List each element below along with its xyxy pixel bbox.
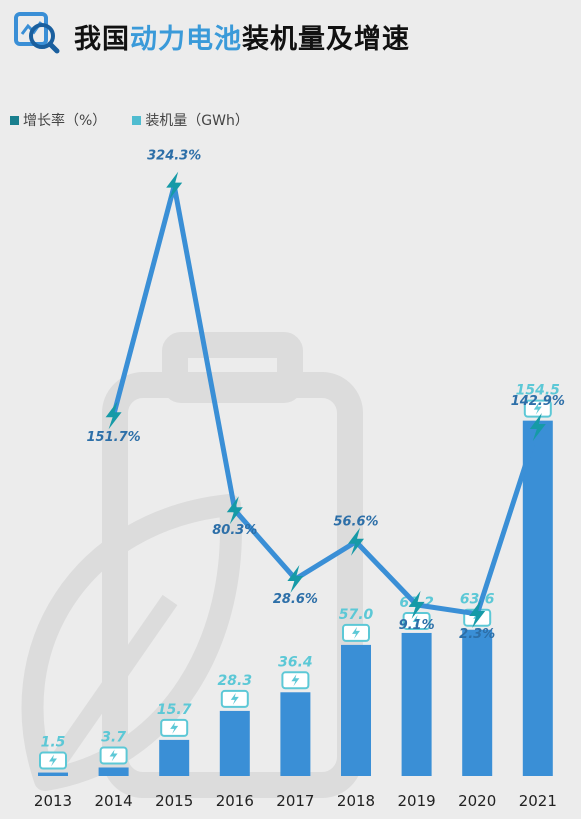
bar-value-label: 63.6 — [460, 592, 495, 608]
x-tick-label: 2017 — [276, 792, 314, 810]
legend: 增长率（%） 装机量（GWh） — [10, 110, 275, 130]
x-tick-label: 2020 — [458, 792, 496, 810]
growth-marker-bolt-icon — [408, 590, 425, 619]
battery-badge-icon — [160, 718, 189, 737]
growth-value-label: 28.6% — [273, 592, 318, 607]
battery-badge-icon — [342, 623, 370, 642]
chart-magnifier-logo-icon — [14, 12, 60, 54]
growth-marker-bolt-icon — [348, 527, 364, 556]
x-tick-label: 2021 — [519, 792, 557, 810]
bar-value-label: 15.7 — [157, 702, 192, 718]
legend-item-growth: 增长率（%） — [10, 110, 106, 130]
x-tick-label: 2013 — [34, 792, 72, 810]
bar-2016 — [219, 710, 250, 776]
legend-label-install: 装机量（GWh） — [145, 113, 249, 129]
growth-line — [111, 183, 541, 617]
bar-value-label: 154.5 — [516, 383, 561, 399]
battery-badge-icon — [281, 671, 310, 690]
growth-marker-bolt-icon — [287, 564, 304, 593]
legend-swatch-install — [132, 115, 142, 125]
x-tick-label: 2016 — [216, 792, 254, 810]
battery-badge-icon — [402, 611, 431, 630]
title-plain: 我国 — [74, 24, 130, 55]
bar-2014 — [98, 767, 129, 776]
header: 我国动力电池装机量及增速 — [0, 0, 581, 66]
battery-badge-icon — [220, 689, 249, 708]
growth-value-label: 80.3% — [212, 523, 257, 538]
battery-badge-icon — [99, 746, 128, 765]
background-battery-leaf-icon — [21, 332, 363, 798]
growth-marker-bolt-icon — [529, 412, 546, 441]
bar-value-label: 28.3 — [218, 673, 253, 689]
growth-marker-bolt-icon — [105, 401, 122, 430]
bar-2021 — [522, 420, 553, 776]
bar-value-label: 57.0 — [339, 607, 374, 623]
legend-item-install: 装机量（GWh） — [132, 110, 249, 130]
x-tick-label: 2019 — [398, 792, 436, 810]
growth-marker-bolt-icon — [166, 171, 183, 200]
x-axis: 2013 2014 2015 2016 2017 2018 2019 2020 2021 — [34, 792, 557, 810]
battery-badge-icon — [523, 399, 552, 418]
growth-value-label: 56.6% — [333, 515, 378, 530]
growth-marker-bolt-icon — [469, 599, 486, 628]
bar-2020 — [462, 629, 493, 776]
x-tick-label: 2014 — [95, 792, 133, 810]
x-tick-label: 2018 — [337, 792, 375, 810]
title-accent: 动力电池 — [130, 24, 242, 55]
bar-2017 — [280, 692, 311, 776]
battery-badge-icon — [39, 751, 67, 770]
bar-2013 — [38, 772, 68, 776]
page-title: 我国动力电池装机量及增速 — [74, 17, 410, 56]
bar-2018 — [341, 644, 371, 776]
growth-value-label: 9.1% — [399, 618, 435, 633]
growth-value-label: 142.9% — [511, 394, 565, 409]
bar-2015 — [159, 739, 190, 776]
x-tick-label: 2015 — [155, 792, 193, 810]
growth-value-label: 2.3% — [459, 627, 495, 642]
line-series: 151.7% 324.3% 80.3% 28.6% 56.6% 9.1% 2.3% 142.9… — [87, 149, 565, 642]
bar-2019 — [401, 632, 432, 776]
bar-value-label: 36.4 — [278, 654, 313, 670]
bar-value-label: 1.5 — [41, 735, 66, 751]
title-rest: 装机量及增速 — [242, 24, 410, 55]
legend-swatch-growth — [10, 115, 19, 125]
legend-label-growth: 增长率（%） — [23, 113, 107, 129]
growth-marker-bolt-icon — [226, 496, 243, 525]
growth-value-label: 324.3% — [147, 149, 201, 164]
growth-value-label: 151.7% — [87, 430, 141, 445]
bar-value-label: 3.7 — [101, 729, 126, 745]
